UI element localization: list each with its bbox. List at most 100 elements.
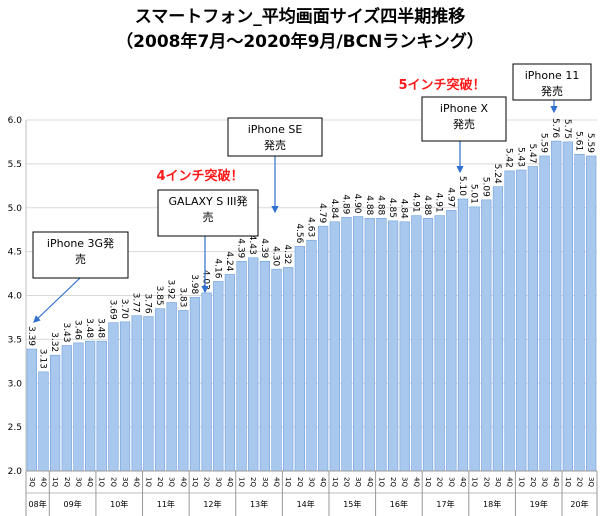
annotation-text: iPhone X bbox=[440, 102, 489, 115]
data-label: 3.39 bbox=[26, 326, 36, 346]
bar bbox=[96, 340, 107, 472]
milestone-5inch: 5インチ突破！ bbox=[398, 77, 485, 93]
y-tick-label: 4.0 bbox=[8, 292, 23, 302]
bar bbox=[166, 302, 177, 472]
bar bbox=[108, 322, 119, 472]
bar bbox=[306, 239, 317, 472]
data-label: 4.97 bbox=[445, 187, 455, 207]
annotation-text: iPhone 3G発 bbox=[47, 236, 114, 250]
data-label: 5.61 bbox=[574, 131, 584, 151]
data-label: 3.69 bbox=[107, 300, 117, 320]
bar bbox=[574, 153, 585, 472]
quarter-label: 2Q bbox=[436, 477, 444, 487]
quarter-label: 3Q bbox=[168, 477, 176, 487]
quarter-label: 3Q bbox=[587, 477, 595, 487]
data-label: 5.75 bbox=[562, 119, 572, 139]
bar bbox=[259, 260, 271, 472]
annotation-box: iPhone SE 発売 bbox=[227, 117, 323, 214]
quarter-label: 1Q bbox=[377, 477, 385, 487]
bar bbox=[481, 199, 492, 472]
data-label: 3.98 bbox=[189, 274, 199, 294]
annotation-text: iPhone SE bbox=[248, 123, 303, 136]
quarter-label: 3Q bbox=[447, 477, 455, 487]
quarter-label: 3Q bbox=[74, 477, 82, 487]
quarter-label: 2Q bbox=[342, 477, 350, 487]
data-label: 4.32 bbox=[282, 244, 292, 264]
data-label: 4.89 bbox=[340, 194, 350, 214]
bar bbox=[376, 217, 387, 472]
data-label: 4.88 bbox=[375, 195, 385, 215]
bar bbox=[329, 221, 340, 472]
annotation-box: iPhone 11 発売 bbox=[512, 63, 592, 114]
data-label: 3.46 bbox=[72, 320, 82, 340]
year-label: 18年 bbox=[483, 499, 501, 509]
data-label: 5.42 bbox=[504, 148, 514, 168]
quarter-label: 4Q bbox=[506, 477, 514, 487]
quarter-label: 2Q bbox=[63, 477, 71, 487]
y-tick-label: 2.5 bbox=[8, 423, 22, 433]
quarter-label: 1Q bbox=[517, 477, 525, 487]
bar bbox=[143, 316, 154, 472]
annotation-text: 売 bbox=[203, 211, 214, 224]
quarter-label: 3Q bbox=[121, 477, 129, 487]
quarter-label: 1Q bbox=[238, 477, 246, 487]
data-label: 4.39 bbox=[259, 238, 269, 258]
quarter-label: 1Q bbox=[144, 477, 152, 487]
bar bbox=[131, 315, 142, 472]
data-label: 4.43 bbox=[247, 235, 257, 255]
quarter-label: 3Q bbox=[354, 477, 362, 487]
bar bbox=[248, 257, 259, 472]
quarter-label: 2Q bbox=[249, 477, 257, 487]
data-label: 4.24 bbox=[224, 251, 234, 271]
quarter-label: 2Q bbox=[203, 477, 211, 487]
data-label: 4.30 bbox=[271, 246, 281, 266]
quarter-label: 4Q bbox=[179, 477, 187, 487]
quarter-label: 4Q bbox=[86, 477, 94, 487]
quarter-label: 3Q bbox=[261, 477, 269, 487]
data-label: 3.77 bbox=[131, 293, 141, 313]
data-label: 4.85 bbox=[387, 198, 397, 218]
bar bbox=[516, 169, 527, 472]
year-label: 17年 bbox=[436, 499, 454, 509]
data-label: 3.92 bbox=[166, 279, 176, 299]
data-label: 4.90 bbox=[352, 193, 362, 213]
quarter-label: 1Q bbox=[331, 477, 339, 487]
quarter-label: 2Q bbox=[482, 477, 490, 487]
bar bbox=[154, 308, 166, 472]
year-label: 19年 bbox=[530, 499, 548, 509]
bar bbox=[26, 348, 37, 472]
data-label: 4.56 bbox=[294, 223, 304, 243]
year-label: 08年 bbox=[29, 499, 47, 509]
quarter-label: 1Q bbox=[471, 477, 479, 487]
bar bbox=[201, 292, 212, 472]
data-label: 5.43 bbox=[515, 147, 525, 167]
quarter-label: 2Q bbox=[296, 477, 304, 487]
bar bbox=[189, 296, 201, 472]
annotation-text: 発売 bbox=[453, 117, 475, 131]
year-label: 10年 bbox=[110, 499, 128, 509]
chart-subtitle: （2008年7月～2020年9月/BCNランキング） bbox=[116, 31, 484, 52]
bar bbox=[364, 217, 375, 472]
annotation-text: 売 bbox=[75, 253, 86, 266]
data-label: 5.10 bbox=[457, 176, 467, 196]
quarter-label: 4Q bbox=[412, 477, 420, 487]
bar bbox=[271, 268, 282, 472]
data-label: 4.16 bbox=[212, 258, 222, 278]
quarter-label: 1Q bbox=[191, 477, 199, 487]
bar bbox=[84, 340, 96, 472]
bar bbox=[551, 140, 562, 472]
bar bbox=[352, 216, 364, 472]
data-label: 3.32 bbox=[49, 332, 59, 352]
chart-title: スマートフォン_平均画面サイズ四半期推移 bbox=[135, 6, 465, 27]
data-label: 4.84 bbox=[399, 199, 409, 219]
bar bbox=[399, 221, 410, 472]
bar bbox=[527, 166, 539, 472]
quarter-label: 2Q bbox=[576, 477, 584, 487]
annotation-text: iPhone 11 bbox=[525, 69, 580, 82]
quarter-label: 3Q bbox=[214, 477, 222, 487]
data-label: 3.48 bbox=[96, 318, 106, 338]
bar bbox=[469, 206, 480, 472]
bar bbox=[178, 310, 189, 472]
